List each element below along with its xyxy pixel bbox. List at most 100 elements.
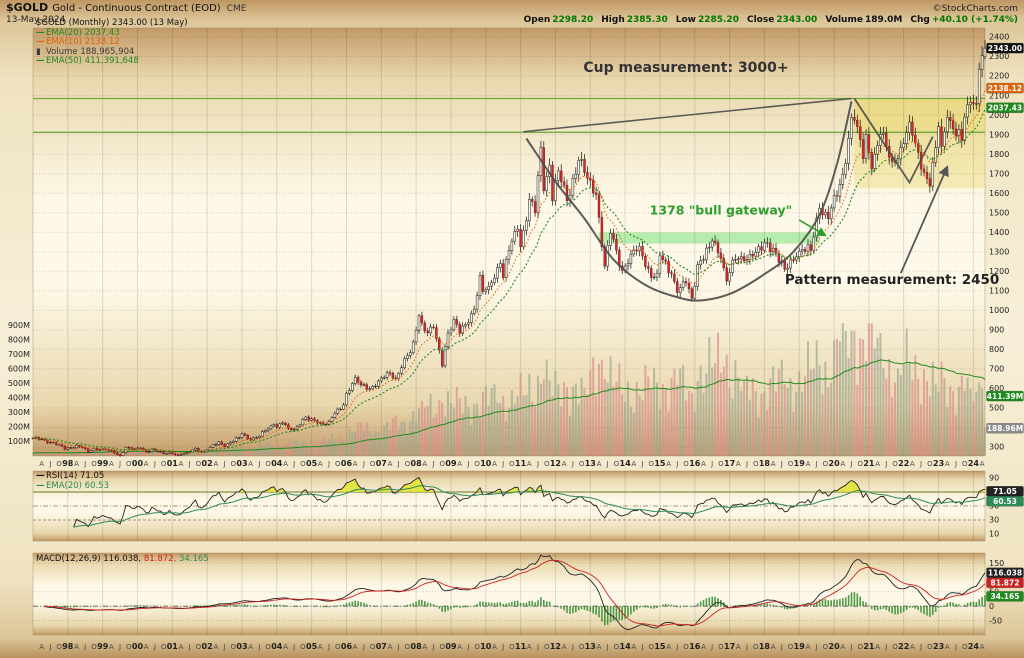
svg-text:O: O <box>335 460 341 468</box>
svg-text:600: 600 <box>989 384 1004 393</box>
svg-text:A: A <box>771 460 776 468</box>
svg-text:J: J <box>849 643 852 651</box>
ticker-symbol: $GOLD <box>6 1 49 14</box>
bull-gateway-annotation: 1378 "bull gateway" <box>650 203 793 218</box>
svg-text:O: O <box>892 643 898 651</box>
svg-text:O: O <box>509 460 515 468</box>
svg-text:100M: 100M <box>8 437 30 446</box>
quote-low-label: Low <box>675 15 696 25</box>
quote-high-label: High <box>601 15 625 25</box>
svg-text:J: J <box>745 643 748 651</box>
svg-text:A: A <box>597 460 602 468</box>
svg-text:A: A <box>422 643 427 651</box>
svg-text:300: 300 <box>989 443 1004 452</box>
svg-text:J: J <box>536 643 539 651</box>
svg-text:22: 22 <box>898 459 909 468</box>
svg-text:O: O <box>823 460 829 468</box>
quote-low: Low 2285.20 <box>676 15 739 25</box>
svg-text:A: A <box>214 643 219 651</box>
svg-text:19: 19 <box>794 459 806 468</box>
svg-text:A: A <box>980 643 985 651</box>
svg-text:01: 01 <box>167 459 179 468</box>
svg-text:A: A <box>179 460 184 468</box>
svg-text:J: J <box>188 643 191 651</box>
svg-text:A: A <box>980 460 985 468</box>
svg-text:05: 05 <box>306 459 318 468</box>
quote-volume-value: 189.0M <box>864 15 903 25</box>
svg-text:O: O <box>857 460 863 468</box>
svg-text:A: A <box>283 460 288 468</box>
svg-text:O: O <box>648 643 654 651</box>
svg-text:A: A <box>492 643 497 651</box>
header-row-2: 13-May-2024 Open 2298.20 High 2385.30 Low 2… <box>0 14 1024 25</box>
quote-open-value: 2298.20 <box>552 15 594 25</box>
svg-text:A: A <box>457 643 462 651</box>
svg-text:O: O <box>718 460 724 468</box>
yellow-breakout-zone <box>854 98 985 189</box>
svg-text:J: J <box>675 643 678 651</box>
svg-text:81.872: 81.872 <box>991 579 1020 588</box>
svg-text:500: 500 <box>989 404 1004 413</box>
svg-text:03: 03 <box>236 642 247 651</box>
svg-text:O: O <box>405 643 411 651</box>
svg-text:A: A <box>562 643 567 651</box>
svg-text:15: 15 <box>654 642 666 651</box>
svg-text:J: J <box>223 460 226 468</box>
svg-text:15: 15 <box>654 459 666 468</box>
svg-text:J: J <box>606 643 609 651</box>
svg-text:O: O <box>265 643 271 651</box>
svg-text:O: O <box>857 643 863 651</box>
svg-text:J: J <box>780 460 783 468</box>
quote-open: Open 2298.20 <box>524 15 594 25</box>
svg-text:24: 24 <box>968 642 980 651</box>
x-axis-bottom: A J O 98 A J O 99 A J O 00 A J O 01 A J O 02 A J O 03 A J O 04 A J O 05… <box>39 642 984 651</box>
svg-text:O: O <box>56 643 62 651</box>
svg-text:71.05: 71.05 <box>993 487 1017 496</box>
svg-text:A: A <box>736 643 741 651</box>
quote-volume: Volume 189.0M <box>825 15 902 25</box>
svg-text:O: O <box>823 643 829 651</box>
quote-low-value: 2285.20 <box>697 15 739 25</box>
cup-measurement-annotation: Cup measurement: 3000+ <box>583 60 788 76</box>
svg-text:2037.43: 2037.43 <box>988 104 1022 113</box>
instrument-name: Gold - Continuous Contract (EOD) <box>52 3 221 14</box>
svg-text:O: O <box>962 460 968 468</box>
svg-text:12: 12 <box>550 459 561 468</box>
svg-text:O: O <box>231 460 237 468</box>
svg-text:J: J <box>640 643 643 651</box>
svg-text:1300: 1300 <box>989 248 1009 257</box>
svg-text:A: A <box>39 643 44 651</box>
svg-text:O: O <box>753 643 759 651</box>
quote-change-label: Chg <box>910 15 930 25</box>
svg-text:17: 17 <box>724 459 735 468</box>
svg-text:22: 22 <box>898 642 909 651</box>
quote-bar: Open 2298.20 High 2385.30 Low 2285.20 Close… <box>524 15 1018 25</box>
svg-text:O: O <box>579 643 585 651</box>
svg-text:02: 02 <box>202 459 213 468</box>
svg-text:J: J <box>397 643 400 651</box>
svg-text:99: 99 <box>97 459 109 468</box>
quote-change: Chg +40.10 (+1.74%) <box>910 15 1018 25</box>
svg-text:10: 10 <box>989 530 999 539</box>
svg-text:A: A <box>248 460 253 468</box>
svg-text:O: O <box>439 460 445 468</box>
svg-text:2100: 2100 <box>989 91 1009 100</box>
svg-text:J: J <box>954 460 957 468</box>
svg-text:O: O <box>718 643 724 651</box>
svg-text:14: 14 <box>620 642 632 651</box>
svg-text:O: O <box>962 643 968 651</box>
svg-text:14: 14 <box>620 459 632 468</box>
svg-text:01: 01 <box>167 642 179 651</box>
svg-text:J: J <box>884 460 887 468</box>
svg-text:09: 09 <box>445 642 457 651</box>
svg-text:11: 11 <box>515 459 527 468</box>
axis-value-box: 2343.00 <box>986 42 1024 54</box>
svg-text:2300: 2300 <box>989 52 1009 61</box>
svg-text:A: A <box>74 643 79 651</box>
svg-text:A: A <box>214 460 219 468</box>
price-ema20-line <box>32 109 986 453</box>
svg-text:O: O <box>91 643 97 651</box>
svg-text:O: O <box>126 460 132 468</box>
svg-text:J: J <box>431 460 434 468</box>
